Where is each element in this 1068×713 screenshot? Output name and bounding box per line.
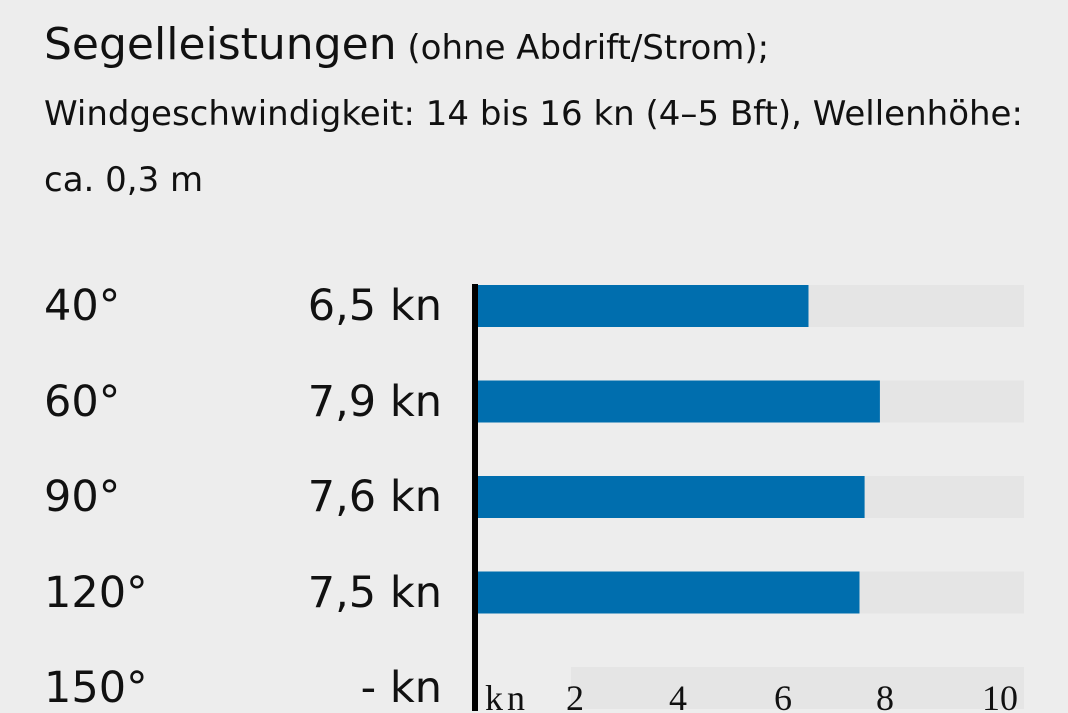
title-subtitle: (ohne Abdrift/Strom); Windgeschwindigkei… [44, 28, 1023, 200]
value-label: - kn [360, 663, 442, 713]
bar [477, 285, 809, 327]
x-axis-unit-label: kn [485, 678, 529, 712]
x-tick-label: 2 [566, 678, 584, 712]
title-main: Segelleistungen [44, 19, 397, 70]
bar [477, 571, 860, 614]
chart-title: Segelleistungen (ohne Abdrift/Strom); Wi… [44, 12, 1044, 213]
value-label: 6,5 kn [307, 281, 442, 331]
category-label: 90° [44, 472, 121, 522]
bar-track [571, 667, 1024, 709]
bar [477, 476, 865, 518]
x-tick-label: 10 [982, 678, 1018, 712]
x-tick-label: 4 [669, 678, 687, 712]
x-tick-label: 6 [774, 678, 792, 712]
category-label: 120° [44, 567, 148, 618]
value-label: 7,6 kn [307, 472, 442, 522]
y-axis-line [472, 284, 478, 711]
category-label: 40° [44, 281, 121, 331]
category-label: 150° [44, 663, 148, 713]
bar [477, 380, 880, 423]
category-label: 60° [44, 376, 121, 427]
x-tick-label: 8 [876, 678, 894, 712]
value-label: 7,5 kn [307, 567, 442, 618]
value-label: 7,9 kn [307, 376, 442, 427]
